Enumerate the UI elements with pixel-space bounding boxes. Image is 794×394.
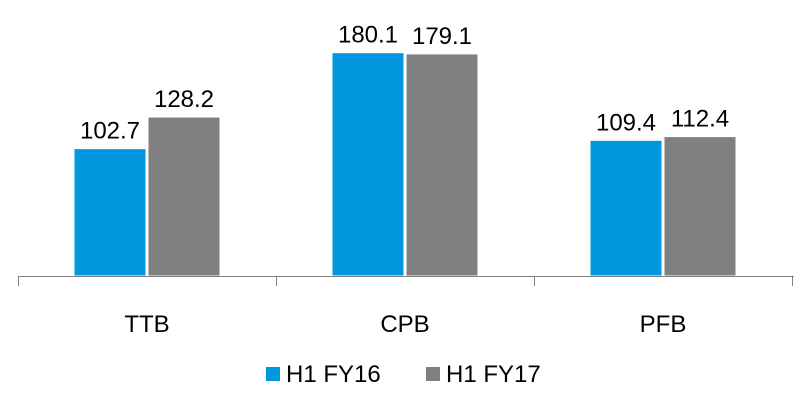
legend-label: H1 FY17 — [446, 361, 541, 388]
legend-swatch — [426, 367, 440, 381]
bar-ttb-series-1 — [73, 148, 147, 277]
data-label: 102.7 — [80, 118, 140, 145]
legend-label: H1 FY16 — [286, 361, 381, 388]
data-label: 179.1 — [412, 23, 472, 50]
x-axis-ticks — [18, 276, 793, 286]
x-tick-label: PFB — [640, 311, 687, 338]
bar-cpb-series-2 — [405, 53, 479, 277]
legend-item: H1 FY17 — [426, 361, 541, 388]
data-label: 109.4 — [596, 109, 656, 136]
bars-group — [73, 52, 737, 277]
bar-cpb-series-1 — [331, 52, 405, 277]
data-label: 112.4 — [671, 106, 729, 133]
legend: H1 FY16 H1 FY17 — [266, 361, 541, 388]
data-label: 180.1 — [338, 22, 398, 49]
bar-pfb-series-1 — [589, 139, 663, 277]
x-axis-tick-labels: TTB CPB PFB — [124, 311, 686, 338]
legend-item: H1 FY16 — [266, 361, 381, 388]
data-label: 128.2 — [154, 86, 214, 113]
x-tick-label: TTB — [124, 311, 169, 338]
legend-swatch — [266, 367, 280, 381]
bar-pfb-series-2 — [663, 136, 737, 277]
data-labels-group: 102.7 128.2 180.1 179.1 109.4 112.4 — [80, 22, 729, 145]
x-tick-label: CPB — [380, 311, 429, 338]
bar-ttb-series-2 — [147, 116, 221, 277]
